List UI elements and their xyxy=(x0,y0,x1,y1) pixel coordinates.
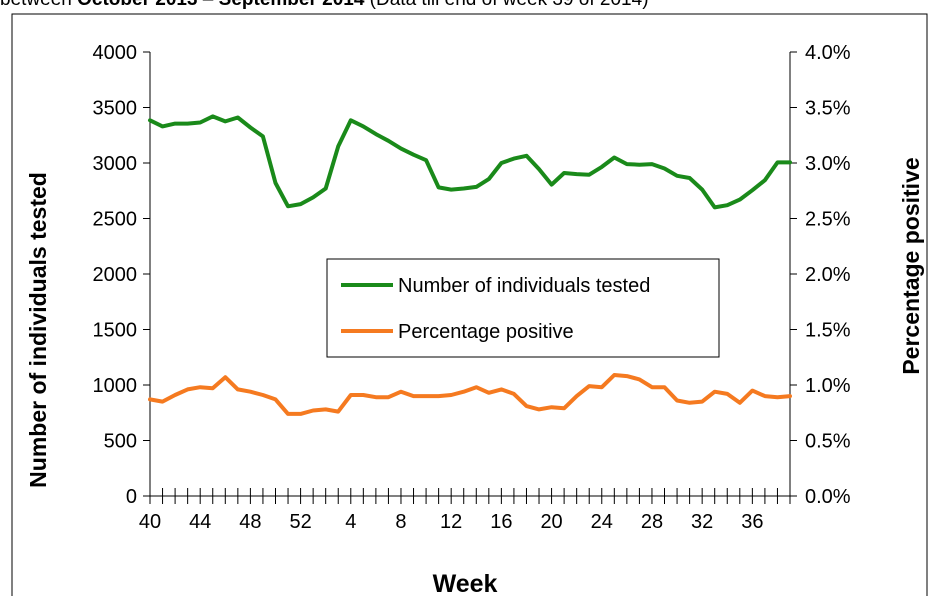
x-tick-label: 12 xyxy=(440,511,462,533)
y2-tick-label: 1.0% xyxy=(805,375,851,397)
y2-tick-label: 1.5% xyxy=(805,320,851,342)
x-tick-label: 44 xyxy=(189,511,211,533)
header-prefix: between xyxy=(0,0,77,10)
header-bold-start: October 2013 xyxy=(77,0,197,10)
y2-tick-label: 4.0% xyxy=(805,42,851,64)
x-tick-label: 8 xyxy=(395,511,406,533)
y2-tick-label: 2.0% xyxy=(805,264,851,286)
y-tick-label: 2500 xyxy=(93,209,138,231)
x-tick-label: 48 xyxy=(239,511,261,533)
x-tick-label: 24 xyxy=(591,511,613,533)
y-tick-label: 500 xyxy=(104,431,137,453)
series-layer xyxy=(148,114,792,416)
y-tick-label: 3500 xyxy=(93,98,138,120)
x-tick-label: 4 xyxy=(345,511,356,533)
y-axis-title: Number of individuals tested xyxy=(25,172,51,488)
y2-tick-label: 2.5% xyxy=(805,209,851,231)
header-suffix: (Data till end of week 39 of 2014) xyxy=(364,0,649,10)
series-line-tested xyxy=(148,114,792,210)
y2-tick-label: 3.5% xyxy=(805,98,851,120)
y-tick-label: 1500 xyxy=(93,320,138,342)
y2-tick-label: 3.0% xyxy=(805,153,851,175)
header-bold-end: September 2014 xyxy=(219,0,365,10)
x-tick-label: 28 xyxy=(641,511,663,533)
y-tick-label: 4000 xyxy=(93,42,138,64)
y2-tick-label: 0.0% xyxy=(805,486,851,508)
y2-axis-title: Percentage positive xyxy=(898,157,924,374)
x-tick-label: 32 xyxy=(691,511,713,533)
header-mid: – xyxy=(198,0,219,10)
x-tick-label: 52 xyxy=(289,511,311,533)
y-tick-label: 2000 xyxy=(93,264,138,286)
legend-label-tested: Number of individuals tested xyxy=(398,275,650,297)
x-tick-label: 16 xyxy=(490,511,512,533)
x-tick-label: 20 xyxy=(540,511,562,533)
legend-box xyxy=(326,258,720,358)
y-tick-label: 3000 xyxy=(93,153,138,175)
y-tick-label: 1000 xyxy=(93,375,138,397)
chart-frame xyxy=(11,13,928,596)
axes: 0 500 1000 1500 2000 2500 3000 3500 4000 0.0% 0.5%… xyxy=(93,42,851,533)
series-line-positive xyxy=(148,373,792,416)
x-tick-label: 36 xyxy=(741,511,763,533)
x-axis-title: Week xyxy=(433,570,498,596)
x-tick-label: 40 xyxy=(139,511,161,533)
legend-label-positive: Percentage positive xyxy=(398,321,574,343)
y-tick-label: 0 xyxy=(126,486,137,508)
header-caption: between October 2013 – September 2014 (D… xyxy=(0,0,928,13)
legend: Number of individuals tested Percentage … xyxy=(326,258,720,358)
y2-tick-label: 0.5% xyxy=(805,431,851,453)
